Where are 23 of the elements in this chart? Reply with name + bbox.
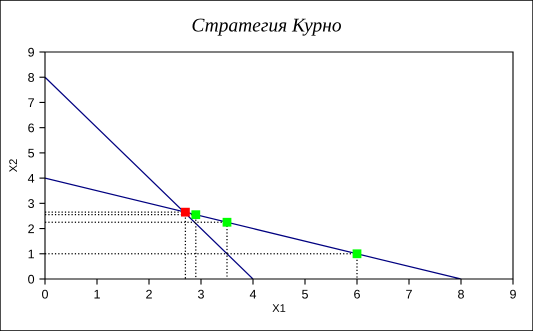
x-tick-label: 9	[510, 290, 516, 299]
chart-title: Стратегия Курно	[192, 18, 341, 36]
x-tick-label: 5	[302, 290, 308, 299]
y-tick-label: 7	[28, 98, 34, 107]
x-tick-label: 8	[458, 290, 464, 299]
y-tick-label: 1	[28, 250, 34, 258]
x-tick-label: 7	[406, 290, 412, 298]
y-tick-label: 3	[28, 199, 34, 208]
x-tick-label: 6	[354, 290, 360, 299]
x-tick-label: 0	[42, 290, 48, 299]
y-tick-label: 9	[28, 48, 34, 57]
y-tick-label: 2	[28, 224, 34, 234]
x-tick-label: 1	[94, 290, 100, 298]
x-tick-label: 4	[250, 290, 256, 298]
y-tick-label: 8	[28, 73, 34, 82]
y-tick-label: 4	[28, 174, 34, 183]
y-axis-title: X2	[9, 159, 17, 172]
x-axis-title: X1	[272, 304, 286, 312]
y-tick-label: 5	[28, 148, 34, 158]
x-tick-label: 3	[198, 290, 204, 299]
x-tick-label: 2	[146, 290, 152, 298]
y-tick-label: 0	[28, 274, 34, 284]
y-tick-label: 6	[28, 123, 34, 132]
